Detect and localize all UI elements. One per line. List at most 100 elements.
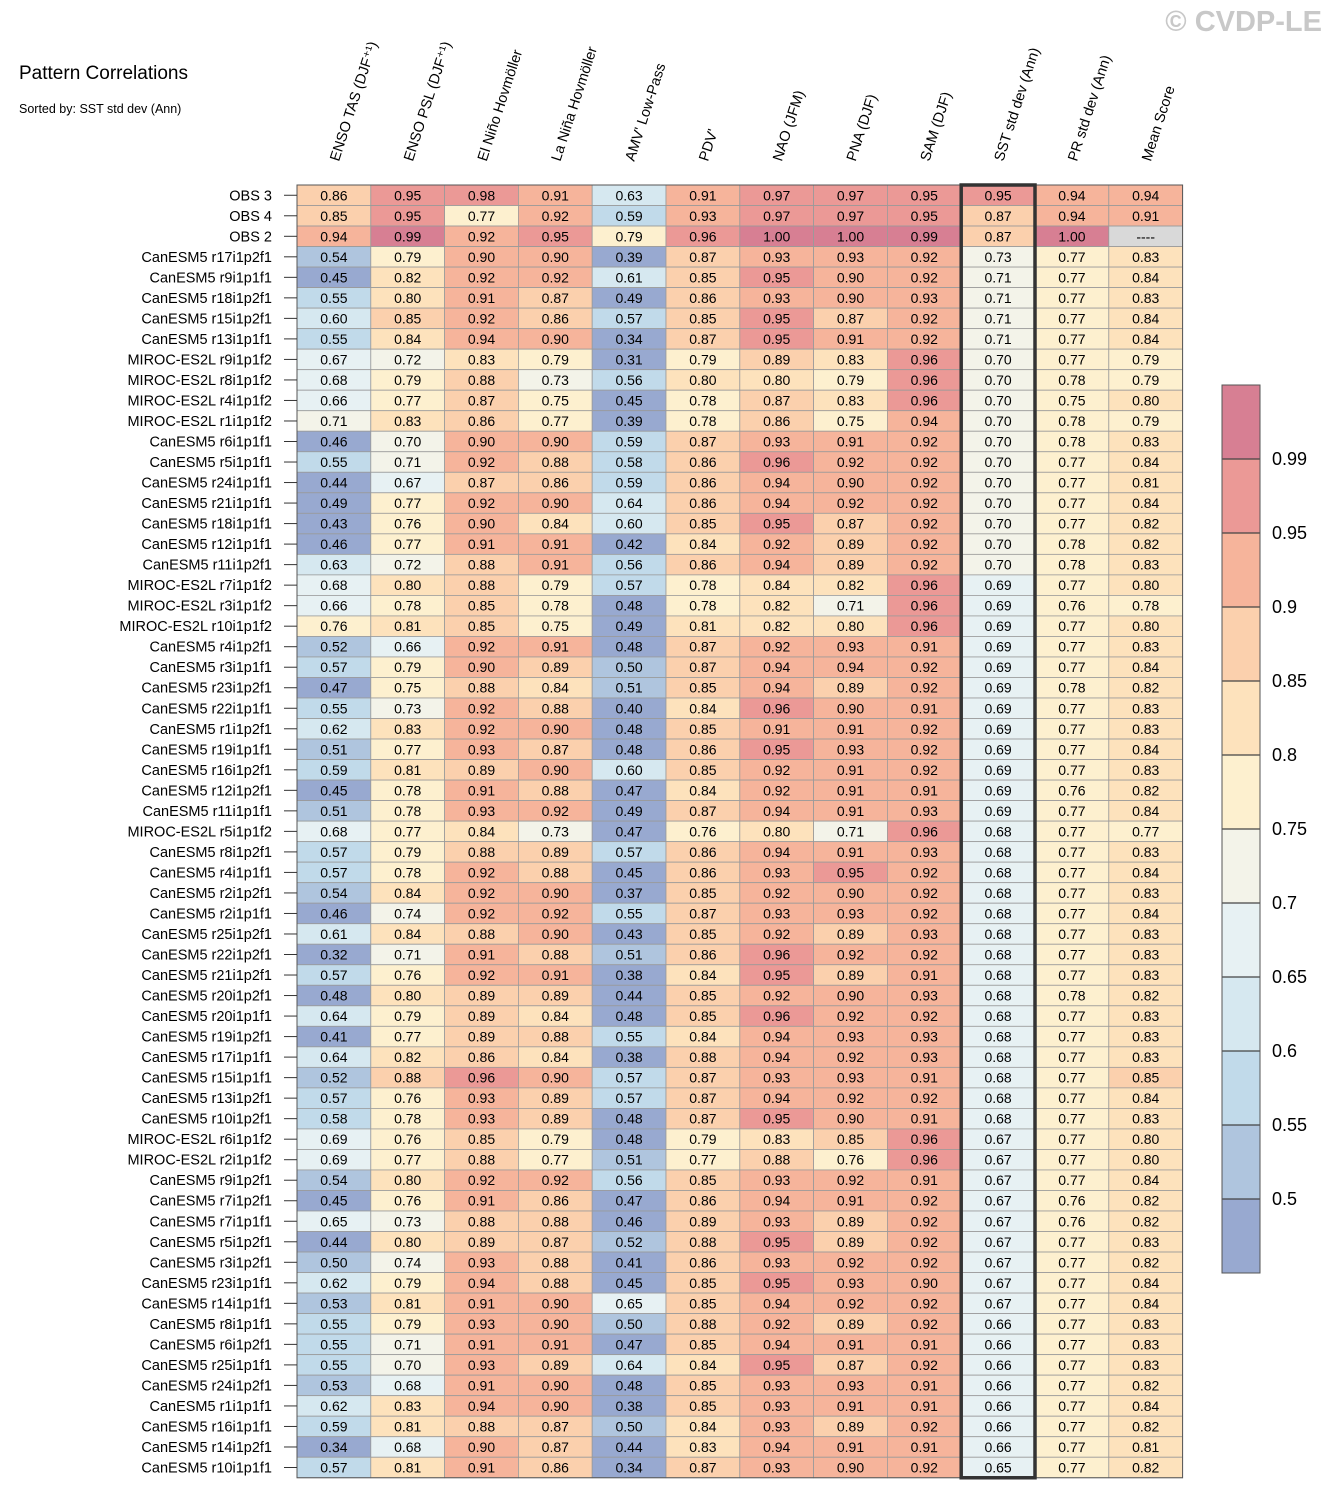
cell-value: 0.77 [1058, 905, 1085, 921]
cell-value: 0.83 [1132, 885, 1159, 901]
cell-value: 0.78 [1132, 598, 1159, 614]
cell-value: 0.66 [984, 1439, 1011, 1455]
cell-value: 0.87 [689, 1111, 716, 1127]
row-label: CanESM5 r7i1p2f1 [149, 1194, 272, 1210]
cell-value: 0.64 [320, 1049, 347, 1065]
cell-value: 0.84 [1132, 1275, 1159, 1291]
cell-value: 0.77 [1058, 844, 1085, 860]
cell-value: 0.93 [763, 1377, 790, 1393]
cell-value: 0.91 [911, 1070, 938, 1086]
cell-value: 0.80 [1132, 1131, 1159, 1147]
cell-value: 0.82 [1132, 1377, 1159, 1393]
cell-value: 0.70 [984, 475, 1011, 491]
colorbar-segment [1222, 607, 1260, 681]
cell-value: 0.88 [468, 1152, 495, 1168]
colorbar-segment [1222, 1051, 1260, 1125]
cell-value: 0.77 [1058, 1357, 1085, 1373]
colorbar-segment [1222, 903, 1260, 977]
cell-value: 0.91 [837, 844, 864, 860]
cell-value: 0.88 [468, 1213, 495, 1229]
cell-value: 0.91 [1132, 208, 1159, 224]
cell-value: 0.92 [837, 1172, 864, 1188]
cell-value: 0.93 [837, 1275, 864, 1291]
cell-value: 0.45 [615, 392, 642, 408]
cell-value: 0.68 [320, 577, 347, 593]
cell-value: 0.75 [542, 392, 569, 408]
cell-value: 0.92 [468, 454, 495, 470]
cell-value: 0.71 [837, 823, 864, 839]
cell-value: 0.55 [615, 1029, 642, 1045]
cell-value: 0.70 [984, 392, 1011, 408]
cell-value: 0.91 [911, 639, 938, 655]
cell-value: 0.79 [394, 844, 421, 860]
cell-value: 0.75 [542, 618, 569, 634]
cell-value: 0.59 [615, 475, 642, 491]
colorbar-segment [1222, 755, 1260, 829]
cell-value: 0.77 [1058, 926, 1085, 942]
cell-value: 0.79 [542, 1131, 569, 1147]
cell-value: 0.83 [763, 1131, 790, 1147]
cell-value: 0.95 [911, 208, 938, 224]
cell-value: 0.91 [911, 1111, 938, 1127]
row-label: OBS 3 [229, 188, 272, 204]
cell-value: 0.89 [763, 351, 790, 367]
cell-value: 0.79 [1132, 351, 1159, 367]
cell-value: 0.88 [468, 1418, 495, 1434]
cell-value: 0.92 [763, 762, 790, 778]
cell-value: 0.67 [984, 1275, 1011, 1291]
cell-value: 0.43 [615, 926, 642, 942]
cell-value: 0.68 [394, 1377, 421, 1393]
cell-value: 0.56 [615, 372, 642, 388]
cell-value: 0.87 [689, 803, 716, 819]
row-label: MIROC-ES2L r3i1p1f2 [127, 599, 272, 615]
cell-value: 0.91 [542, 967, 569, 983]
cell-value: 0.83 [1132, 721, 1159, 737]
row-label: CanESM5 r22i1p2f1 [141, 948, 272, 964]
cell-value: 0.85 [689, 1008, 716, 1024]
cell-value: 0.65 [984, 1460, 1011, 1476]
cell-value: 0.34 [615, 331, 642, 347]
cell-value: 0.90 [468, 434, 495, 450]
cell-value: 0.55 [320, 1336, 347, 1352]
cell-value: 0.78 [394, 864, 421, 880]
cell-value: 0.89 [837, 1234, 864, 1250]
cell-value: 0.72 [394, 351, 421, 367]
cell-value: 0.92 [911, 947, 938, 963]
cell-value: 0.88 [542, 1254, 569, 1270]
cell-value: 0.77 [1058, 967, 1085, 983]
cell-value: 0.71 [984, 290, 1011, 306]
cell-value: 0.68 [984, 1090, 1011, 1106]
cell-value: 0.72 [394, 557, 421, 573]
cell-value: 0.57 [320, 864, 347, 880]
cell-value: 0.91 [468, 536, 495, 552]
cell-value: 0.89 [542, 988, 569, 1004]
cell-value: 0.62 [320, 1275, 347, 1291]
cell-value: 0.88 [542, 782, 569, 798]
cell-value: 0.93 [763, 290, 790, 306]
cell-value: 0.77 [394, 823, 421, 839]
cell-value: 0.74 [394, 1254, 421, 1270]
cell-value: 0.92 [763, 1316, 790, 1332]
cell-value: 0.85 [689, 1377, 716, 1393]
cell-value: 0.92 [468, 1172, 495, 1188]
cell-value: 0.90 [837, 1460, 864, 1476]
cell-value: 0.91 [911, 700, 938, 716]
cell-value: 0.92 [911, 885, 938, 901]
cell-value: 0.48 [615, 1008, 642, 1024]
cell-value: 0.91 [542, 1336, 569, 1352]
cell-value: 0.79 [394, 659, 421, 675]
cell-value: 0.38 [615, 1049, 642, 1065]
cell-value: 0.83 [1132, 700, 1159, 716]
cell-value: 0.79 [689, 351, 716, 367]
cell-value: 0.85 [689, 1336, 716, 1352]
cell-value: 0.79 [542, 577, 569, 593]
row-label: MIROC-ES2L r4i1p1f2 [127, 393, 272, 409]
cell-value: 0.86 [689, 557, 716, 573]
cell-value: 0.85 [468, 1131, 495, 1147]
cell-value: 0.87 [763, 392, 790, 408]
cell-value: 0.57 [320, 967, 347, 983]
cell-value: 0.79 [689, 1131, 716, 1147]
cell-value: 0.55 [320, 290, 347, 306]
cell-value: 0.92 [468, 228, 495, 244]
cell-value: 0.77 [1058, 885, 1085, 901]
